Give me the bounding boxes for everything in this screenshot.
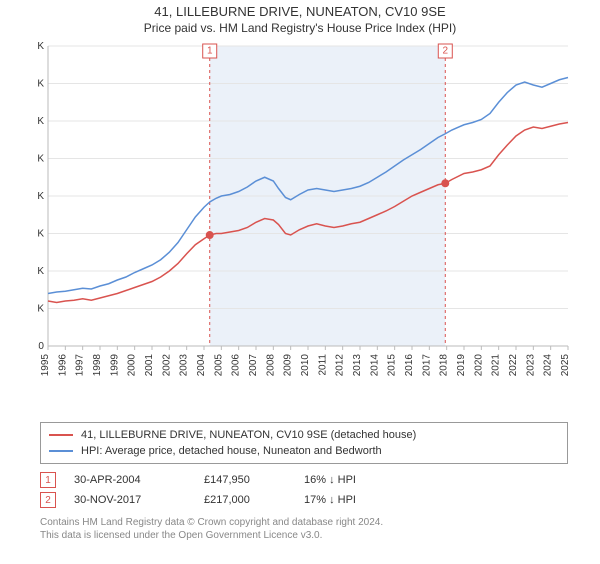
svg-text:2005: 2005 xyxy=(213,354,224,377)
legend-label: HPI: Average price, detached house, Nune… xyxy=(81,445,382,457)
svg-text:2017: 2017 xyxy=(421,354,432,377)
svg-text:£150K: £150K xyxy=(38,229,44,240)
page-subtitle: Price paid vs. HM Land Registry's House … xyxy=(0,21,600,35)
transaction-date: 30-NOV-2017 xyxy=(74,494,204,506)
svg-text:£350K: £350K xyxy=(38,79,44,90)
svg-text:2006: 2006 xyxy=(231,354,242,377)
svg-text:2007: 2007 xyxy=(248,354,259,377)
svg-text:£0: £0 xyxy=(38,341,44,352)
svg-text:2018: 2018 xyxy=(439,354,450,377)
svg-text:2022: 2022 xyxy=(508,354,519,377)
svg-text:2015: 2015 xyxy=(387,354,398,377)
legend-row: 41, LILLEBURNE DRIVE, NUNEATON, CV10 9SE… xyxy=(49,427,559,443)
svg-text:1998: 1998 xyxy=(92,354,103,377)
svg-text:2: 2 xyxy=(442,46,448,57)
svg-text:1995: 1995 xyxy=(40,354,51,377)
price-chart: £0 £50K £100K £150K £200K £250K £300K £350K £400… xyxy=(38,41,598,416)
svg-text:2001: 2001 xyxy=(144,354,155,377)
transaction-pct: 17% ↓ HPI xyxy=(304,494,384,506)
svg-text:£300K: £300K xyxy=(38,116,44,127)
svg-text:2011: 2011 xyxy=(317,354,328,376)
svg-text:2020: 2020 xyxy=(473,354,484,377)
svg-text:1999: 1999 xyxy=(109,354,120,377)
svg-text:2013: 2013 xyxy=(352,354,363,377)
page-title: 41, LILLEBURNE DRIVE, NUNEATON, CV10 9SE xyxy=(0,4,600,19)
legend-swatch xyxy=(49,450,73,452)
svg-text:2025: 2025 xyxy=(560,354,571,377)
table-row: 1 30-APR-2004 £147,950 16% ↓ HPI xyxy=(40,470,600,490)
transaction-pct: 16% ↓ HPI xyxy=(304,474,384,486)
svg-text:2009: 2009 xyxy=(283,354,294,377)
svg-text:£400K: £400K xyxy=(38,41,44,52)
svg-text:£250K: £250K xyxy=(38,154,44,165)
svg-text:2014: 2014 xyxy=(369,354,380,377)
svg-text:£50K: £50K xyxy=(38,304,44,315)
svg-text:2010: 2010 xyxy=(300,354,311,377)
marker-badge: 2 xyxy=(40,492,56,508)
marker-badge: 1 xyxy=(40,472,56,488)
footer: Contains HM Land Registry data © Crown c… xyxy=(40,516,600,542)
legend-swatch xyxy=(49,434,73,436)
legend: 41, LILLEBURNE DRIVE, NUNEATON, CV10 9SE… xyxy=(40,422,568,464)
svg-text:1997: 1997 xyxy=(75,354,86,377)
svg-text:2016: 2016 xyxy=(404,354,415,377)
transaction-price: £147,950 xyxy=(204,474,304,486)
legend-row: HPI: Average price, detached house, Nune… xyxy=(49,443,559,459)
svg-text:2002: 2002 xyxy=(161,354,172,377)
svg-text:2008: 2008 xyxy=(265,354,276,377)
svg-text:2024: 2024 xyxy=(543,354,554,377)
transaction-price: £217,000 xyxy=(204,494,304,506)
svg-text:2012: 2012 xyxy=(335,354,346,377)
svg-text:2023: 2023 xyxy=(525,354,536,377)
legend-label: 41, LILLEBURNE DRIVE, NUNEATON, CV10 9SE… xyxy=(81,429,416,441)
footer-line: Contains HM Land Registry data © Crown c… xyxy=(40,516,600,529)
svg-text:2019: 2019 xyxy=(456,354,467,377)
table-row: 2 30-NOV-2017 £217,000 17% ↓ HPI xyxy=(40,490,600,510)
svg-text:2021: 2021 xyxy=(491,354,502,377)
footer-line: This data is licensed under the Open Gov… xyxy=(40,529,600,542)
transactions-table: 1 30-APR-2004 £147,950 16% ↓ HPI 2 30-NO… xyxy=(40,470,600,510)
svg-text:2004: 2004 xyxy=(196,354,207,377)
svg-text:2000: 2000 xyxy=(127,354,138,377)
svg-text:1: 1 xyxy=(207,46,213,57)
transaction-date: 30-APR-2004 xyxy=(74,474,204,486)
svg-text:£200K: £200K xyxy=(38,191,44,202)
svg-text:£100K: £100K xyxy=(38,266,44,277)
svg-text:2003: 2003 xyxy=(179,354,190,377)
svg-text:1996: 1996 xyxy=(57,354,68,377)
